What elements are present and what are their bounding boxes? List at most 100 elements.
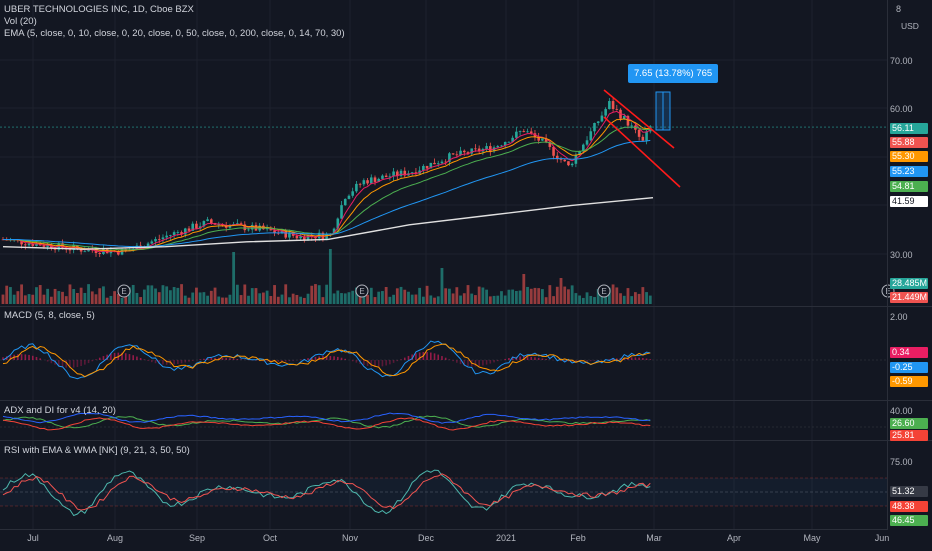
volume-bar <box>366 295 369 304</box>
volume-bar <box>284 284 287 304</box>
price-badge: 55.88 <box>890 137 928 148</box>
macd-histogram-bar <box>285 360 287 362</box>
price-scale[interactable] <box>887 0 932 530</box>
macd-histogram-bar <box>39 358 41 360</box>
macd-histogram-bar <box>527 357 529 360</box>
candle-body <box>374 177 377 182</box>
volume-bar <box>229 295 232 304</box>
time-axis[interactable] <box>0 529 887 551</box>
volume-bar <box>9 287 12 304</box>
pane-divider[interactable] <box>0 306 932 307</box>
volume-bar <box>415 295 418 304</box>
pane-divider[interactable] <box>0 440 932 441</box>
macd-histogram-bar <box>99 358 101 360</box>
volume-bar <box>411 295 414 304</box>
volume-bar <box>124 296 127 304</box>
volume-bar <box>273 285 276 304</box>
volume-bar <box>314 284 317 304</box>
macd-histogram-bar <box>91 360 93 361</box>
volume-bar <box>370 288 373 304</box>
macd-histogram-bar <box>330 356 332 360</box>
macd-histogram-bar <box>497 360 499 361</box>
candle-body <box>28 243 31 245</box>
rsi-badge: 46.45 <box>890 515 928 526</box>
candle-body <box>426 166 429 168</box>
volume-bar <box>526 287 529 304</box>
macd-histogram-bar <box>449 359 451 360</box>
candle-body <box>24 244 27 245</box>
volume-bar <box>295 295 298 304</box>
volume-bar <box>303 298 306 304</box>
candle-body <box>463 151 466 152</box>
volume-bar <box>336 291 339 304</box>
macd-histogram-bar <box>144 359 146 360</box>
earnings-marker-label: E <box>121 287 126 296</box>
volume-bar <box>281 295 284 304</box>
volume-bar <box>277 297 280 304</box>
volume-bar <box>433 298 436 304</box>
macd-histogram-bar <box>493 360 495 362</box>
earnings-marker-label: E <box>359 287 364 296</box>
volume-bar <box>448 289 451 304</box>
macd-histogram-bar <box>530 357 532 360</box>
macd-histogram-bar <box>80 360 82 366</box>
volume-bar <box>57 291 60 304</box>
volume-badge: 28.485M <box>890 278 928 289</box>
settings-corner[interactable]: 8 <box>896 4 901 14</box>
pane-divider[interactable] <box>0 400 932 401</box>
volume-bar <box>578 295 581 304</box>
candle-body <box>638 130 641 137</box>
volume-bar <box>481 287 484 304</box>
macd-histogram-bar <box>490 360 492 364</box>
time-tick: Mar <box>646 533 662 543</box>
candle-body <box>441 162 444 164</box>
candle-body <box>188 228 191 230</box>
macd-histogram-bar <box>184 360 186 362</box>
macd-histogram-bar <box>478 360 480 366</box>
macd-histogram-bar <box>337 357 339 360</box>
macd-histogram-bar <box>233 359 235 360</box>
volume-bar <box>43 295 46 304</box>
macd-histogram-bar <box>240 359 242 360</box>
volume-bar <box>351 291 354 304</box>
macd-histogram-bar <box>199 359 201 360</box>
macd-histogram-bar <box>408 356 410 360</box>
volume-bar <box>485 290 488 304</box>
macd-histogram-bar <box>426 352 428 360</box>
volume-bar <box>214 288 217 304</box>
macd-histogram-bar <box>344 359 346 360</box>
volume-bar <box>574 293 577 304</box>
volume-bar <box>232 252 235 304</box>
volume-bar <box>136 293 139 304</box>
volume-bar <box>195 288 198 304</box>
volume-bar <box>132 285 135 304</box>
volume-bar <box>623 296 626 304</box>
volume-bar <box>202 292 205 304</box>
volume-bar <box>165 286 168 304</box>
macd-histogram-bar <box>211 358 213 360</box>
macd-histogram-bar <box>103 356 105 360</box>
macd-histogram-bar <box>237 359 239 360</box>
time-tick: 2021 <box>496 533 516 543</box>
candle-body <box>344 199 347 205</box>
volume-bar <box>374 297 377 304</box>
candle-body <box>158 239 161 240</box>
macd-histogram-bar <box>646 359 648 360</box>
candle-body <box>385 176 388 177</box>
candle-body <box>552 147 555 156</box>
macd-histogram-bar <box>452 360 454 361</box>
candle-body <box>195 224 198 229</box>
measure-label[interactable]: 7.65 (13.78%) 765 <box>628 64 718 83</box>
macd-histogram-bar <box>192 360 194 361</box>
volume-bar <box>20 284 23 304</box>
candle-body <box>597 121 600 123</box>
volume-bar <box>217 297 220 304</box>
volume-bar <box>83 293 86 304</box>
macd-badge: -0.59 <box>890 376 928 387</box>
candle-body <box>541 138 544 140</box>
macd-legend: MACD (5, 8, close, 5) <box>4 310 95 322</box>
volume-bar <box>307 294 310 304</box>
macd-histogram-bar <box>222 358 224 360</box>
currency-label[interactable]: USD <box>901 21 919 31</box>
